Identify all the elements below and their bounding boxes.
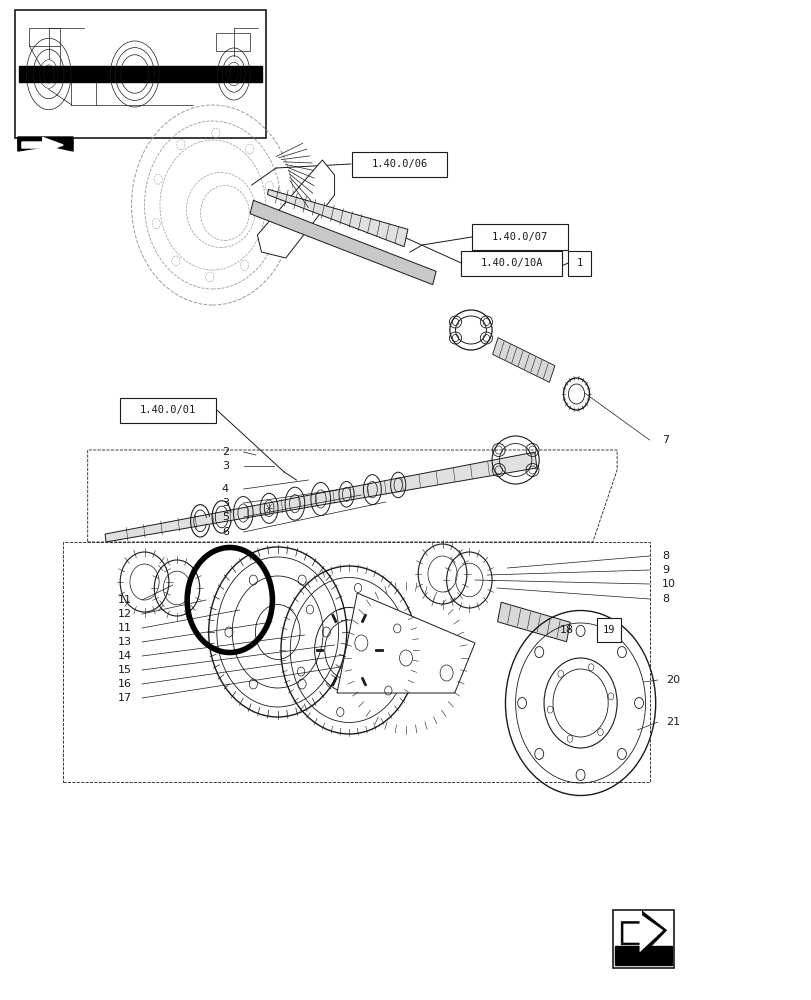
Bar	[15, 10, 266, 138]
Text: 1.40.0/01: 1.40.0/01	[139, 405, 196, 415]
FancyBboxPatch shape	[596, 618, 620, 642]
Text: 1: 1	[576, 258, 582, 268]
Bar	[216, 33, 250, 51]
Text: 11: 11	[118, 595, 131, 605]
Polygon shape	[492, 338, 554, 382]
Text: 3: 3	[221, 498, 229, 508]
Polygon shape	[623, 914, 662, 952]
Text: 9: 9	[661, 565, 668, 575]
Polygon shape	[257, 160, 334, 258]
Text: 18: 18	[560, 625, 573, 635]
Polygon shape	[497, 602, 569, 642]
Polygon shape	[105, 452, 536, 542]
Polygon shape	[337, 593, 474, 693]
Text: 1.40.0/06: 1.40.0/06	[371, 159, 427, 169]
Polygon shape	[267, 189, 407, 247]
Polygon shape	[620, 911, 666, 955]
Text: 5: 5	[221, 512, 229, 522]
Text: 11: 11	[118, 623, 131, 633]
Text: 17: 17	[118, 693, 131, 703]
Text: 10: 10	[661, 579, 675, 589]
FancyBboxPatch shape	[351, 151, 447, 176]
Text: 7: 7	[661, 435, 668, 445]
Text: 20: 20	[665, 675, 679, 685]
Polygon shape	[250, 200, 436, 285]
Text: 8: 8	[661, 594, 668, 604]
Bar	[612, 910, 673, 968]
Text: 16: 16	[118, 679, 131, 689]
Text: 1.40.0/10A: 1.40.0/10A	[480, 258, 542, 268]
Polygon shape	[22, 137, 63, 153]
Text: 12: 12	[118, 609, 131, 619]
Text: 8: 8	[661, 551, 668, 561]
Bar	[63, 542, 649, 782]
Text: 2: 2	[221, 447, 229, 457]
FancyBboxPatch shape	[120, 397, 216, 422]
Text: 14: 14	[118, 651, 131, 661]
Text: 21: 21	[665, 717, 679, 727]
Polygon shape	[18, 137, 73, 151]
Bar	[29, 28, 60, 46]
FancyBboxPatch shape	[461, 250, 561, 275]
Text: 13: 13	[118, 637, 131, 647]
FancyBboxPatch shape	[568, 250, 590, 275]
Text: 3: 3	[221, 461, 229, 471]
Bar	[19, 66, 262, 82]
FancyBboxPatch shape	[471, 224, 567, 249]
Text: 15: 15	[118, 665, 131, 675]
Text: 1.40.0/07: 1.40.0/07	[491, 232, 547, 242]
Text: 6: 6	[221, 527, 229, 537]
Text: 19: 19	[602, 625, 615, 635]
Bar	[615, 946, 671, 965]
Text: 4: 4	[221, 484, 229, 494]
